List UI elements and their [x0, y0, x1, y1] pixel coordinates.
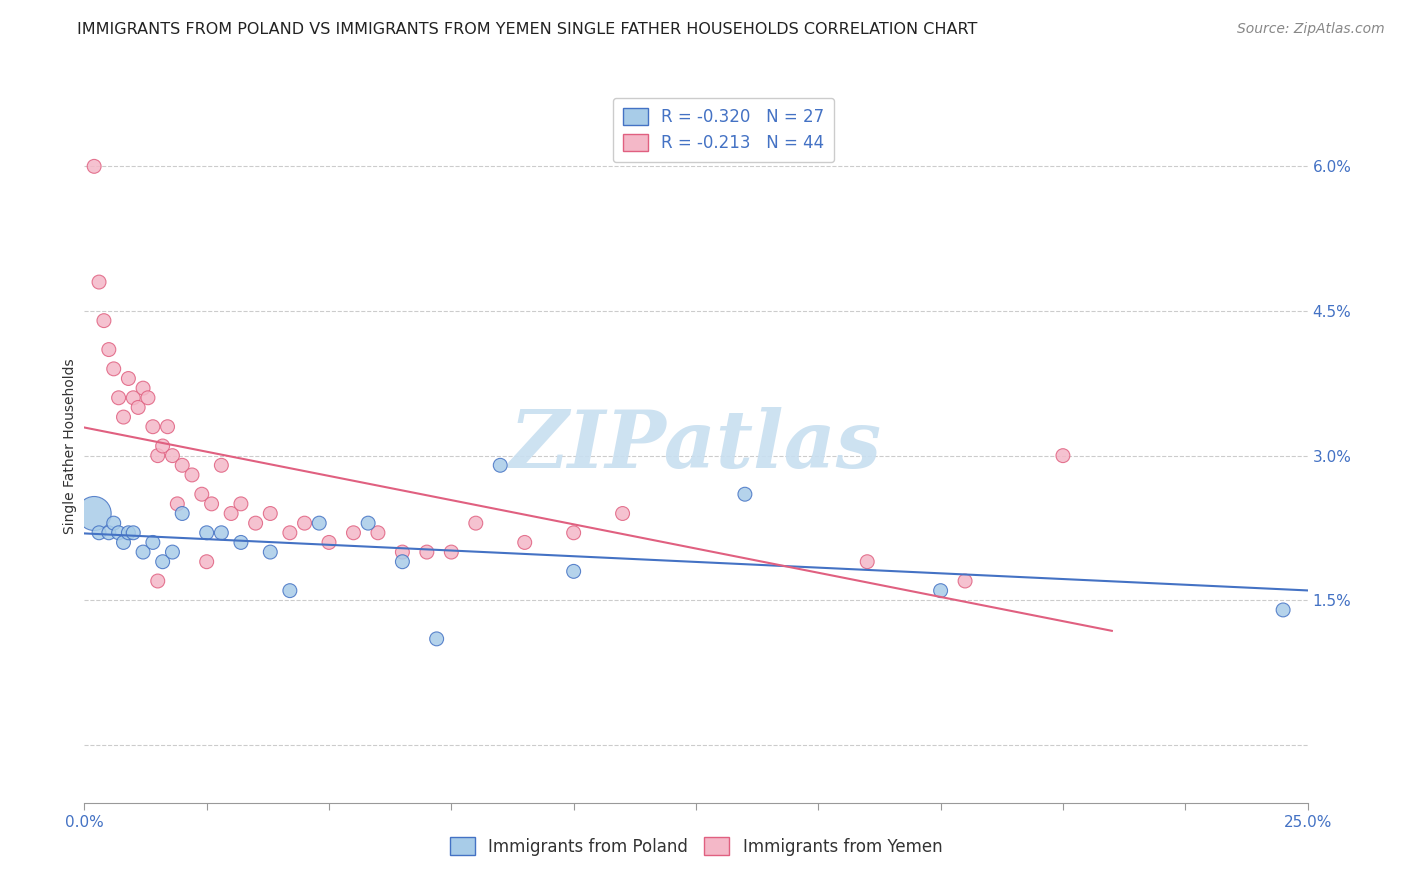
- Point: [112, 535, 135, 549]
- Point: [416, 545, 439, 559]
- Point: [107, 391, 129, 405]
- Point: [259, 507, 281, 521]
- Point: [308, 516, 330, 530]
- Point: [93, 313, 115, 327]
- Legend: Immigrants from Poland, Immigrants from Yemen: Immigrants from Poland, Immigrants from …: [443, 830, 949, 863]
- Point: [166, 497, 188, 511]
- Point: [259, 545, 281, 559]
- Point: [87, 275, 110, 289]
- Point: [367, 525, 389, 540]
- Point: [103, 516, 125, 530]
- Point: [146, 574, 169, 588]
- Point: [97, 343, 120, 357]
- Point: [122, 391, 145, 405]
- Point: [152, 555, 174, 569]
- Point: [209, 525, 232, 540]
- Point: [489, 458, 512, 473]
- Point: [229, 535, 252, 549]
- Text: Source: ZipAtlas.com: Source: ZipAtlas.com: [1237, 22, 1385, 37]
- Point: [342, 525, 364, 540]
- Point: [318, 535, 340, 549]
- Point: [97, 525, 120, 540]
- Point: [83, 159, 105, 173]
- Point: [87, 525, 110, 540]
- Point: [219, 507, 242, 521]
- Point: [191, 487, 214, 501]
- Point: [734, 487, 756, 501]
- Point: [142, 419, 165, 434]
- Point: [440, 545, 463, 559]
- Point: [391, 555, 413, 569]
- Y-axis label: Single Father Households: Single Father Households: [63, 359, 77, 533]
- Point: [294, 516, 316, 530]
- Point: [426, 632, 449, 646]
- Point: [200, 497, 222, 511]
- Point: [103, 362, 125, 376]
- Point: [112, 410, 135, 425]
- Point: [278, 525, 301, 540]
- Point: [136, 391, 159, 405]
- Point: [181, 467, 204, 482]
- Point: [162, 545, 184, 559]
- Point: [562, 565, 585, 579]
- Point: [245, 516, 267, 530]
- Point: [229, 497, 252, 511]
- Point: [117, 525, 139, 540]
- Point: [117, 371, 139, 385]
- Point: [132, 545, 155, 559]
- Point: [856, 555, 879, 569]
- Point: [464, 516, 486, 530]
- Point: [142, 535, 165, 549]
- Point: [83, 507, 105, 521]
- Point: [152, 439, 174, 453]
- Point: [612, 507, 634, 521]
- Point: [1272, 603, 1295, 617]
- Point: [562, 525, 585, 540]
- Point: [146, 449, 169, 463]
- Point: [953, 574, 976, 588]
- Point: [132, 381, 155, 395]
- Point: [929, 583, 952, 598]
- Point: [107, 525, 129, 540]
- Point: [278, 583, 301, 598]
- Point: [391, 545, 413, 559]
- Point: [122, 525, 145, 540]
- Point: [209, 458, 232, 473]
- Point: [156, 419, 179, 434]
- Point: [172, 458, 194, 473]
- Point: [162, 449, 184, 463]
- Text: IMMIGRANTS FROM POLAND VS IMMIGRANTS FROM YEMEN SINGLE FATHER HOUSEHOLDS CORRELA: IMMIGRANTS FROM POLAND VS IMMIGRANTS FRO…: [77, 22, 977, 37]
- Point: [127, 401, 149, 415]
- Text: ZIPatlas: ZIPatlas: [510, 408, 882, 484]
- Point: [172, 507, 194, 521]
- Point: [357, 516, 380, 530]
- Point: [195, 525, 218, 540]
- Point: [513, 535, 536, 549]
- Point: [195, 555, 218, 569]
- Point: [1052, 449, 1074, 463]
